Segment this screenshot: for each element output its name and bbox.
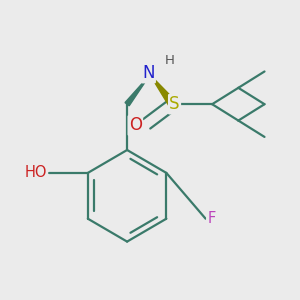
Text: F: F — [207, 211, 215, 226]
Text: O: O — [129, 116, 142, 134]
Text: H: H — [165, 53, 175, 67]
Text: S: S — [169, 95, 180, 113]
Text: N: N — [142, 64, 154, 82]
Text: HO: HO — [24, 165, 47, 180]
Polygon shape — [150, 75, 176, 107]
Polygon shape — [125, 75, 150, 106]
